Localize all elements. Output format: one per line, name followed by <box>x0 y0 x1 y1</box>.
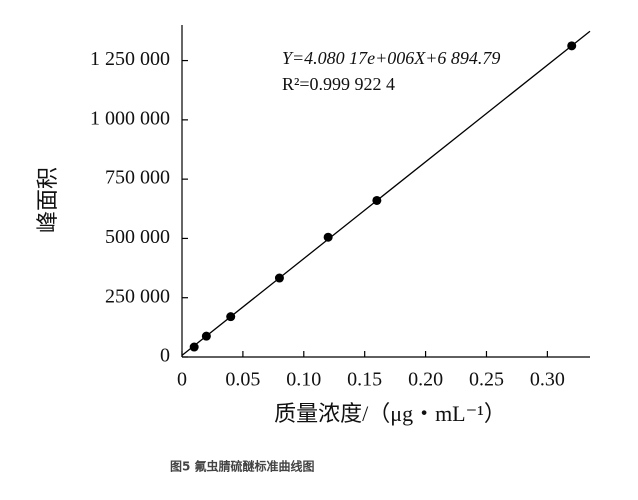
data-point <box>189 342 199 352</box>
y-tick-label: 500 000 <box>105 226 170 248</box>
y-tick-label: 0 <box>160 345 170 367</box>
y-axis-label: 峰面积 <box>35 167 60 233</box>
data-point <box>323 232 333 242</box>
x-tick-label: 0.25 <box>469 369 504 391</box>
x-axis-label: 质量浓度/（μg・mL⁻¹） <box>274 401 506 426</box>
x-tick-label: 0 <box>177 369 187 391</box>
y-tick-label: 250 000 <box>105 285 170 307</box>
regression-line <box>181 30 591 356</box>
data-point <box>201 331 211 341</box>
x-tick-label: 0.20 <box>408 369 443 391</box>
y-tick-label: 750 000 <box>105 167 170 189</box>
x-tick-label: 0.10 <box>286 369 321 391</box>
y-tick-label: 1 000 000 <box>90 107 170 129</box>
y-tick-label: 1 250 000 <box>90 48 170 70</box>
data-point <box>567 41 577 51</box>
x-tick-label: 0.05 <box>225 369 260 391</box>
caption: 图5 氟虫腈硫醚标准曲线图 <box>170 459 315 474</box>
r-squared: R²=0.999 922 4 <box>282 74 395 94</box>
data-point <box>226 312 236 322</box>
data-point <box>372 195 382 205</box>
equation: Y=4.080 17e+006X+6 894.79 <box>282 48 500 68</box>
x-tick-label: 0.15 <box>347 369 382 391</box>
x-tick-label: 0.30 <box>530 369 565 391</box>
data-point <box>274 273 284 283</box>
